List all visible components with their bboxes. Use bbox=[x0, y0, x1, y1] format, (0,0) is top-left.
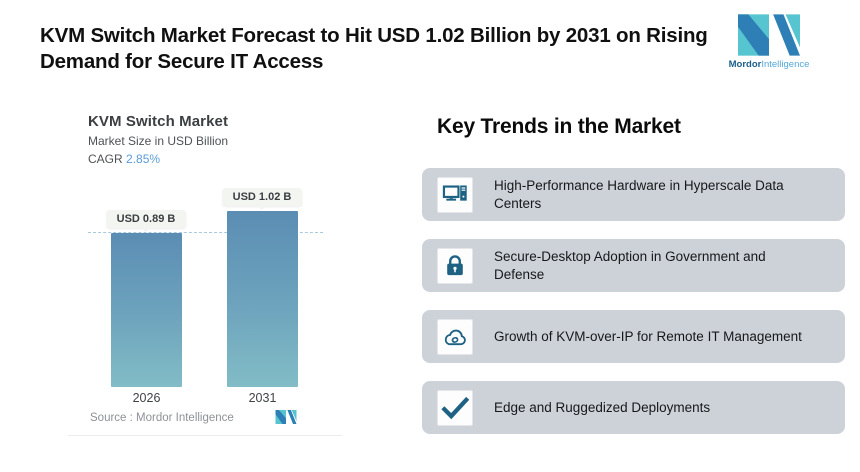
lock-icon bbox=[447, 254, 463, 275]
cagr-label: CAGR bbox=[88, 152, 123, 166]
brand-name: MordorIntelligence bbox=[722, 59, 816, 70]
brand-logo: MordorIntelligence bbox=[722, 14, 816, 70]
page-title: KVM Switch Market Forecast to Hit USD 1.… bbox=[40, 24, 708, 73]
trend-text: Edge and Ruggedized Deployments bbox=[494, 399, 711, 415]
trend-text: High-Performance Hardware in Hyperscale … bbox=[494, 177, 784, 211]
bar-2026 bbox=[111, 233, 182, 387]
trend-card-secure-desktop: Secure-Desktop Adoption in Government an… bbox=[422, 239, 845, 292]
bar-value-label-2031: USD 1.02 B bbox=[222, 188, 302, 206]
trend-text: Secure-Desktop Adoption in Government an… bbox=[494, 248, 766, 282]
brand-name-bold: Mordor bbox=[728, 59, 762, 70]
x-axis-label-2026: 2026 bbox=[132, 391, 161, 405]
chart-title: KVM Switch Market bbox=[88, 113, 229, 130]
trend-text: Growth of KVM-over-IP for Remote IT Mana… bbox=[494, 328, 802, 344]
trend-icon-box bbox=[437, 318, 473, 355]
trends-heading: Key Trends in the Market bbox=[437, 115, 681, 138]
trend-card-kvm-over-ip: Growth of KVM-over-IP for Remote IT Mana… bbox=[422, 310, 845, 363]
check-icon bbox=[441, 396, 470, 419]
trend-icon-box bbox=[437, 247, 473, 284]
chart-plot-area: USD 0.89 B USD 1.02 B bbox=[68, 100, 342, 387]
desktop-computer-icon bbox=[442, 184, 467, 201]
cloud-sync-icon bbox=[444, 329, 466, 345]
trend-icon-box bbox=[437, 389, 473, 426]
bar-2031 bbox=[227, 211, 298, 387]
trend-card-edge-rugged: Edge and Ruggedized Deployments bbox=[422, 381, 845, 434]
trend-card-hyperscale: High-Performance Hardware in Hyperscale … bbox=[422, 168, 845, 221]
bar-value-label-2026: USD 0.89 B bbox=[106, 210, 186, 228]
source-attribution: Source : Mordor Intelligence bbox=[90, 412, 234, 424]
chart-header: KVM Switch Market Market Size in USD Bil… bbox=[88, 113, 228, 166]
brand-name-light: Intelligence bbox=[761, 59, 810, 70]
trend-icon-box bbox=[437, 176, 473, 213]
x-axis-label-2031: 2031 bbox=[248, 391, 277, 405]
reference-line bbox=[88, 232, 323, 233]
mordor-mini-logo-icon bbox=[275, 410, 297, 424]
chart-cagr: CAGR 2.85% bbox=[88, 152, 228, 166]
mordor-logo-icon bbox=[738, 14, 800, 56]
market-chart: USD 0.89 B USD 1.02 B KVM Switch Market … bbox=[68, 100, 342, 436]
chart-subtitle: Market Size in USD Billion bbox=[88, 134, 229, 148]
cagr-value: 2.85% bbox=[126, 152, 161, 166]
